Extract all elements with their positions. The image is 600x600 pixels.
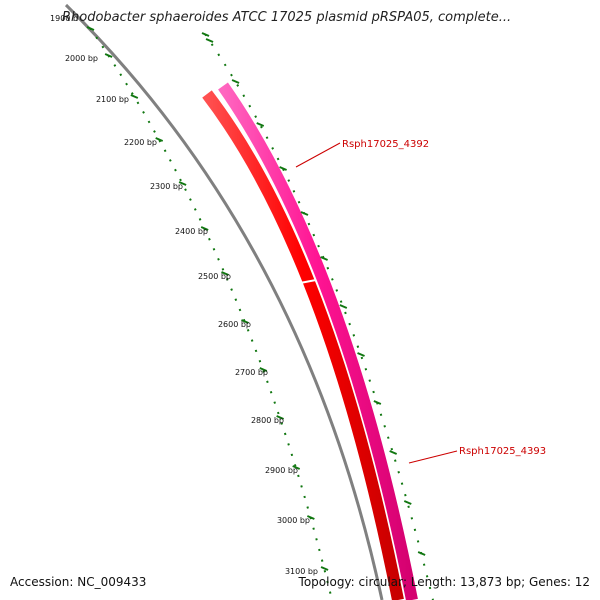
tick-label: 2400 bp <box>175 227 208 236</box>
tick-label: 2300 bp <box>150 182 183 191</box>
tick-marks: 1900 b 2000 bp 2100 bp 2200 bp 2300 bp 2400 b… <box>50 14 426 576</box>
label-leader-rsph17025-4393 <box>408 450 458 464</box>
tick-mark-outer <box>373 400 382 405</box>
tick-mark-inner <box>292 465 301 470</box>
tick-label: 2600 bp <box>218 320 251 329</box>
tick-label: 2500 bp <box>198 272 231 281</box>
tick-mark-inner <box>86 26 95 31</box>
gene-label-rsph17025-4393[interactable]: Rsph17025_4393 <box>459 446 546 457</box>
map-title: Rhodobacter sphaeroides ATCC 17025 plasm… <box>62 10 512 25</box>
tick-mark-outer <box>389 450 398 455</box>
tick-mark-inner <box>130 94 139 99</box>
tick-mark-inner <box>259 367 268 372</box>
tick-mark-outer <box>300 211 309 216</box>
tick-mark-outer <box>279 166 288 171</box>
tick-label: 2000 bp <box>65 54 98 63</box>
topology-summary: Topology: circular; Length: 13,873 bp; G… <box>298 575 590 589</box>
tick-label: 2900 bp <box>265 466 298 475</box>
inner-tick-ring <box>89 27 333 600</box>
tick-mark-outer <box>256 122 265 127</box>
tick-label: 2200 bp <box>124 138 157 147</box>
tick-mark-outer <box>403 500 412 505</box>
tick-mark-inner <box>276 415 285 420</box>
tick-label: 1900 b <box>50 14 78 23</box>
gene-label-rsph17025-4392[interactable]: Rsph17025_4392 <box>342 139 429 150</box>
tick-mark-inner <box>241 319 249 324</box>
tick-label: 2700 bp <box>235 368 268 377</box>
gene-arc-rsph17025-4393[interactable] <box>202 90 404 600</box>
tick-mark-outer <box>320 256 328 261</box>
tick-mark-outer <box>339 304 348 309</box>
tick-label: 2100 bp <box>96 95 129 104</box>
tick-mark-inner <box>178 181 187 186</box>
tick-mark-outer <box>417 551 426 556</box>
tick-mark-inner <box>221 271 229 276</box>
tick-mark-outer <box>201 32 210 37</box>
tick-mark-outer <box>231 79 240 84</box>
tick-mark-outer <box>357 352 365 357</box>
gene-arc-rsph17025-4392[interactable] <box>218 82 418 600</box>
tick-label: 2800 bp <box>251 416 284 425</box>
tick-label: 3100 bp <box>285 567 318 576</box>
tick-mark-inner <box>104 53 113 58</box>
tick-mark-inner <box>320 566 329 571</box>
tick-label: 3000 bp <box>277 516 310 525</box>
label-leader-rsph17025-4392 <box>295 142 341 168</box>
tick-mark-inner <box>200 226 209 231</box>
tick-mark-inner <box>155 137 164 142</box>
gene-boundary <box>299 279 317 284</box>
accession-text: Accession: NC_009433 <box>10 575 147 589</box>
tick-mark-inner <box>306 515 315 520</box>
tick-mark-outer <box>205 38 214 43</box>
outer-tick-ring <box>204 33 434 600</box>
backbone-ring <box>64 3 384 600</box>
